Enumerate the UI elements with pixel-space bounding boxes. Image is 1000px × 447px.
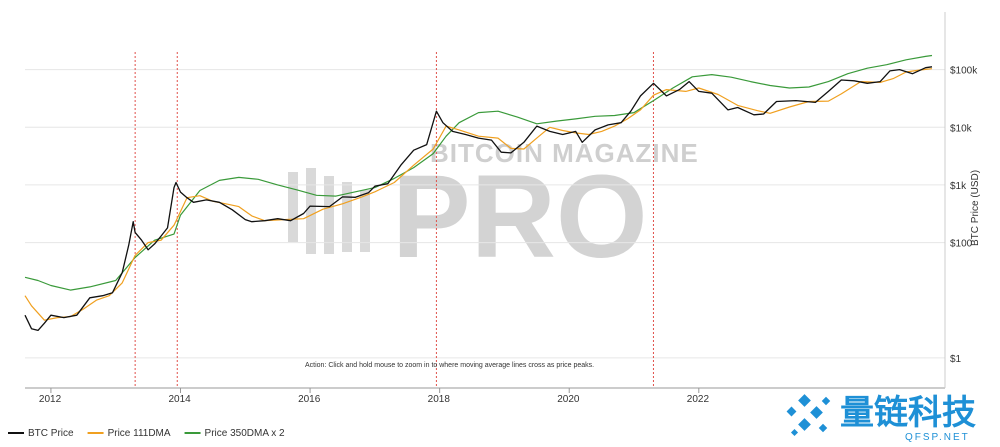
logo-name: 量链科技 [840, 393, 976, 433]
peak-markers [134, 52, 654, 388]
logo-url: QFSP.NET [905, 432, 970, 443]
logo-square [810, 406, 823, 419]
watermark-bar [288, 172, 298, 242]
logo-square [818, 423, 828, 433]
watermark-bar [324, 176, 334, 254]
y-tick-label: $1k [950, 181, 967, 192]
watermark-bar [360, 190, 370, 252]
x-tick-label: 2012 [39, 394, 62, 405]
y-tick-label: $100 [950, 239, 973, 250]
watermark-bars-icon [288, 168, 370, 254]
chart-annotation: Action: Click and hold mouse to zoom in … [305, 362, 594, 369]
logo-square [790, 428, 799, 437]
watermark-line2: PRO [392, 151, 648, 283]
logo-square [821, 396, 831, 406]
y-tick-label: $100k [950, 66, 978, 77]
series-line[interactable] [24, 54, 933, 291]
legend[interactable]: BTC Price Price 111DMA Price 350DMA x 2 [8, 428, 285, 439]
legend-item[interactable]: Price 350DMA x 2 [184, 428, 285, 439]
annotation: Action: Click and hold mouse to zoom in … [305, 362, 594, 369]
y-tick-label: $10k [950, 123, 973, 134]
watermark-bar [342, 182, 352, 252]
series-lines[interactable] [24, 54, 933, 332]
grid [25, 69, 945, 359]
logo-square [786, 406, 797, 417]
legend-label: BTC Price [28, 428, 74, 439]
series-line[interactable] [24, 68, 933, 321]
logo-square [798, 394, 811, 407]
x-tick-label: 2014 [168, 394, 191, 405]
logo-square [798, 418, 811, 431]
legend-item[interactable]: Price 111DMA [87, 428, 171, 439]
legend-label: Price 111DMA [108, 428, 171, 439]
y-axis-title: BTC Price (USD) [970, 170, 981, 246]
watermark-bar [306, 168, 316, 254]
x-tick-label: 2016 [298, 394, 321, 405]
y-tick-label: $1 [950, 354, 962, 365]
x-tick-label: 2018 [428, 394, 451, 405]
series-line[interactable] [24, 66, 933, 332]
qfsp-logo-icon [786, 394, 831, 437]
axes: $1 $100 $1k $10k $100k 2012 2014 2016 2018 2020 20… [25, 12, 981, 405]
x-tick-label: 2022 [687, 394, 710, 405]
legend-label: Price 350DMA x 2 [205, 428, 285, 439]
legend-item[interactable]: BTC Price [8, 428, 74, 439]
x-tick-label: 2020 [557, 394, 580, 405]
